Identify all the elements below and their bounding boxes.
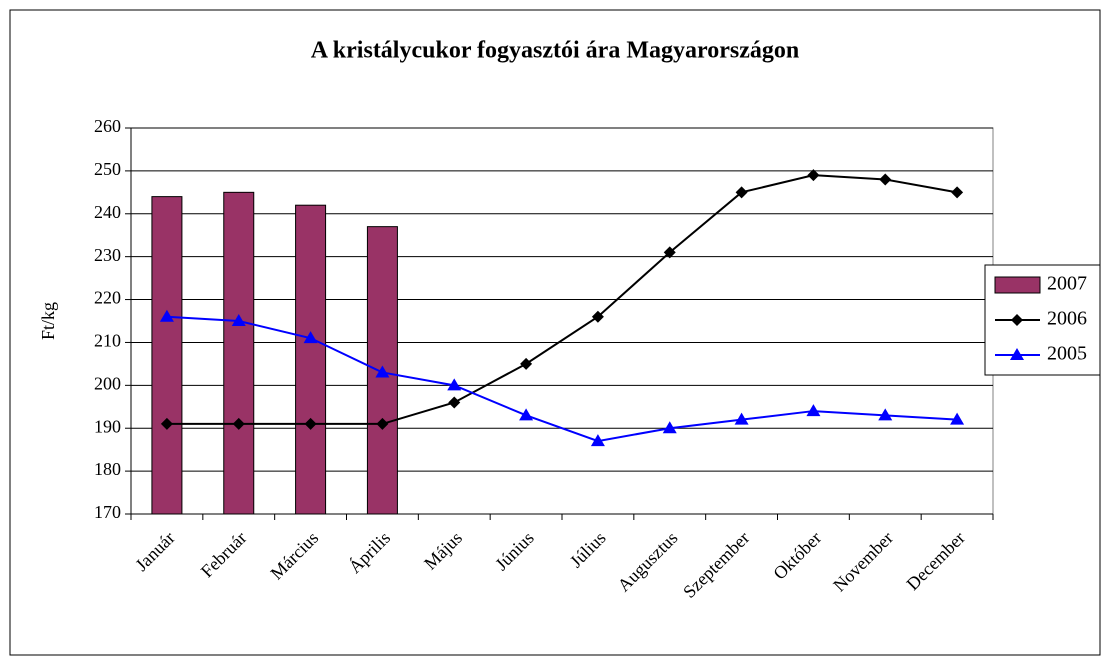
point xyxy=(879,173,892,186)
point xyxy=(662,421,677,434)
bar xyxy=(295,204,327,515)
y-axis-label: Ft/kg xyxy=(38,302,58,340)
point xyxy=(951,186,964,199)
y-tick-label: 190 xyxy=(94,416,121,436)
bar xyxy=(223,191,255,515)
y-tick-label: 220 xyxy=(94,288,121,308)
point xyxy=(590,434,605,447)
legend-label: 2007 xyxy=(1047,273,1087,295)
legend-label: 2006 xyxy=(1047,308,1087,330)
y-tick-label: 170 xyxy=(94,502,121,522)
point xyxy=(303,331,318,344)
point xyxy=(520,357,533,370)
point xyxy=(591,310,604,323)
point xyxy=(159,309,174,322)
point xyxy=(735,186,748,199)
point xyxy=(304,417,317,430)
point xyxy=(232,417,245,430)
y-tick-label: 200 xyxy=(94,373,121,393)
legend-label: 2005 xyxy=(1047,343,1087,365)
point xyxy=(160,417,173,430)
line xyxy=(166,315,958,443)
y-tick-label: 250 xyxy=(94,159,121,179)
plot-area xyxy=(130,127,994,515)
point xyxy=(376,417,389,430)
point xyxy=(663,246,676,259)
point xyxy=(734,412,749,425)
point xyxy=(519,408,534,421)
point xyxy=(231,314,246,326)
y-tick-label: 180 xyxy=(94,459,121,479)
y-tick-label: 210 xyxy=(94,331,121,351)
point xyxy=(448,396,461,409)
legend-swatch xyxy=(994,276,1041,294)
y-tick-label: 260 xyxy=(94,116,121,136)
point xyxy=(806,404,821,417)
point xyxy=(807,169,820,182)
y-tick-label: 240 xyxy=(94,202,121,222)
legend-marker xyxy=(1010,348,1024,360)
y-tick-label: 230 xyxy=(94,245,121,265)
point xyxy=(375,365,390,378)
line xyxy=(166,174,958,425)
point xyxy=(447,378,462,391)
point xyxy=(950,412,965,425)
legend-marker xyxy=(1011,314,1023,326)
chart-title: A kristálycukor fogyasztói ára Magyarors… xyxy=(311,38,799,64)
bar xyxy=(151,196,183,515)
point xyxy=(878,408,893,421)
